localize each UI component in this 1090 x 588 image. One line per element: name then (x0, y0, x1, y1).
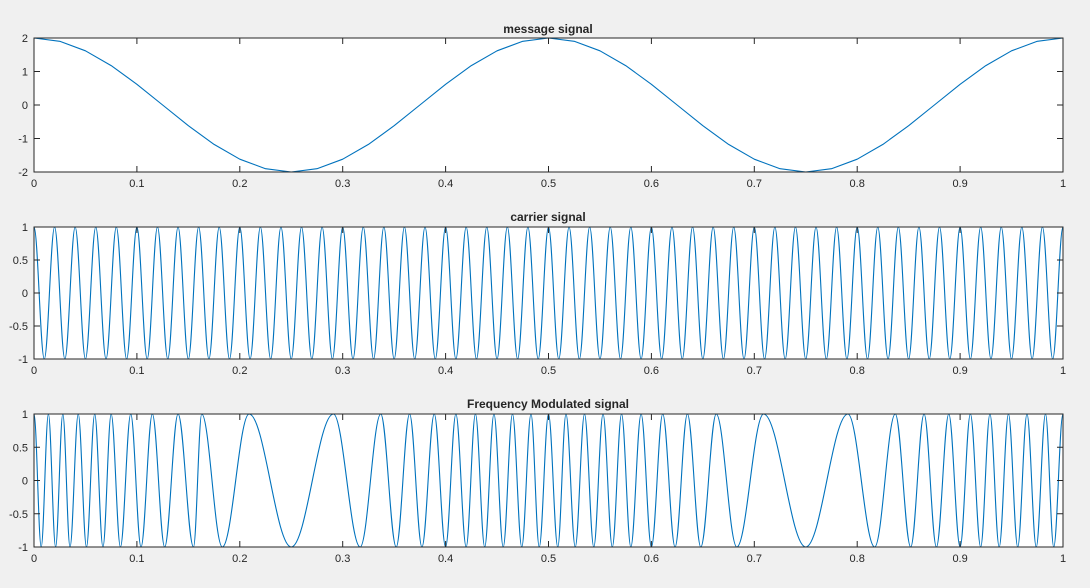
x-tick-label: 0.1 (129, 178, 144, 190)
y-tick-label: 0.5 (13, 442, 28, 454)
y-tick-label: -1 (18, 542, 28, 554)
x-tick-label: 0.1 (129, 365, 144, 377)
x-tick-label: 0.2 (232, 365, 247, 377)
x-tick-label: 0.4 (438, 178, 453, 190)
x-tick-label: 1 (1060, 365, 1066, 377)
plot-area (34, 227, 1063, 359)
chart-title: Frequency Modulated signal (467, 397, 629, 411)
y-tick-label: 1 (22, 409, 28, 421)
x-tick-label: 0.5 (541, 365, 556, 377)
x-tick-label: 0.6 (644, 365, 659, 377)
y-tick-label: -0.5 (9, 509, 28, 521)
x-tick-label: 1 (1060, 178, 1066, 190)
x-tick-label: 0.7 (747, 178, 762, 190)
x-tick-label: 0.4 (438, 553, 453, 565)
y-tick-label: -2 (18, 167, 28, 179)
y-tick-label: 0 (22, 100, 28, 112)
frequency-modulated-signal-axes: Frequency Modulated signal 0 0.1 0.2 0.3 0.4… (9, 397, 1066, 565)
plot-area (34, 414, 1063, 547)
x-tick-label: 0.7 (747, 365, 762, 377)
y-tick-label: 0.5 (13, 255, 28, 267)
x-tick-label: 0.2 (232, 553, 247, 565)
x-tick-label: 0.3 (335, 365, 350, 377)
plot-area (34, 38, 1063, 172)
y-tick-label: 2 (22, 33, 28, 45)
x-tick-label: 0.2 (232, 178, 247, 190)
x-tick-label: 0.9 (952, 365, 967, 377)
x-tick-label: 0.6 (644, 178, 659, 190)
x-tick-label: 0 (31, 365, 37, 377)
x-tick-label: 0.8 (850, 365, 865, 377)
chart-title: carrier signal (510, 210, 585, 224)
x-tick-label: 0.9 (952, 178, 967, 190)
x-tick-label: 0.7 (747, 553, 762, 565)
y-tick-label: -1 (18, 354, 28, 366)
x-tick-label: 0.3 (335, 178, 350, 190)
x-tick-label: 1 (1060, 553, 1066, 565)
x-tick-label: 0.3 (335, 553, 350, 565)
x-tick-label: 0.8 (850, 553, 865, 565)
x-tick-label: 0.9 (952, 553, 967, 565)
y-tick-label: 1 (22, 67, 28, 79)
x-tick-label: 0.5 (541, 553, 556, 565)
x-tick-label: 0.8 (850, 178, 865, 190)
y-tick-label: 0 (22, 288, 28, 300)
y-tick-label: 0 (22, 476, 28, 488)
y-tick-label: -0.5 (9, 321, 28, 333)
message-signal-axes: message signal 0 0.1 0.2 0.3 0.4 0.5 0.6 0.7 0.8… (18, 22, 1066, 190)
y-tick-label: -1 (18, 134, 28, 146)
x-tick-label: 0.6 (644, 553, 659, 565)
x-tick-label: 0 (31, 553, 37, 565)
x-tick-label: 0.1 (129, 553, 144, 565)
carrier-signal-axes: carrier signal 0 0.1 0.2 0.3 0.4 0.5 0.6 0.7 0.8… (9, 210, 1066, 377)
x-tick-label: 0 (31, 178, 37, 190)
y-tick-label: 1 (22, 222, 28, 234)
x-tick-label: 0.4 (438, 365, 453, 377)
chart-title: message signal (503, 22, 592, 36)
x-tick-label: 0.5 (541, 178, 556, 190)
